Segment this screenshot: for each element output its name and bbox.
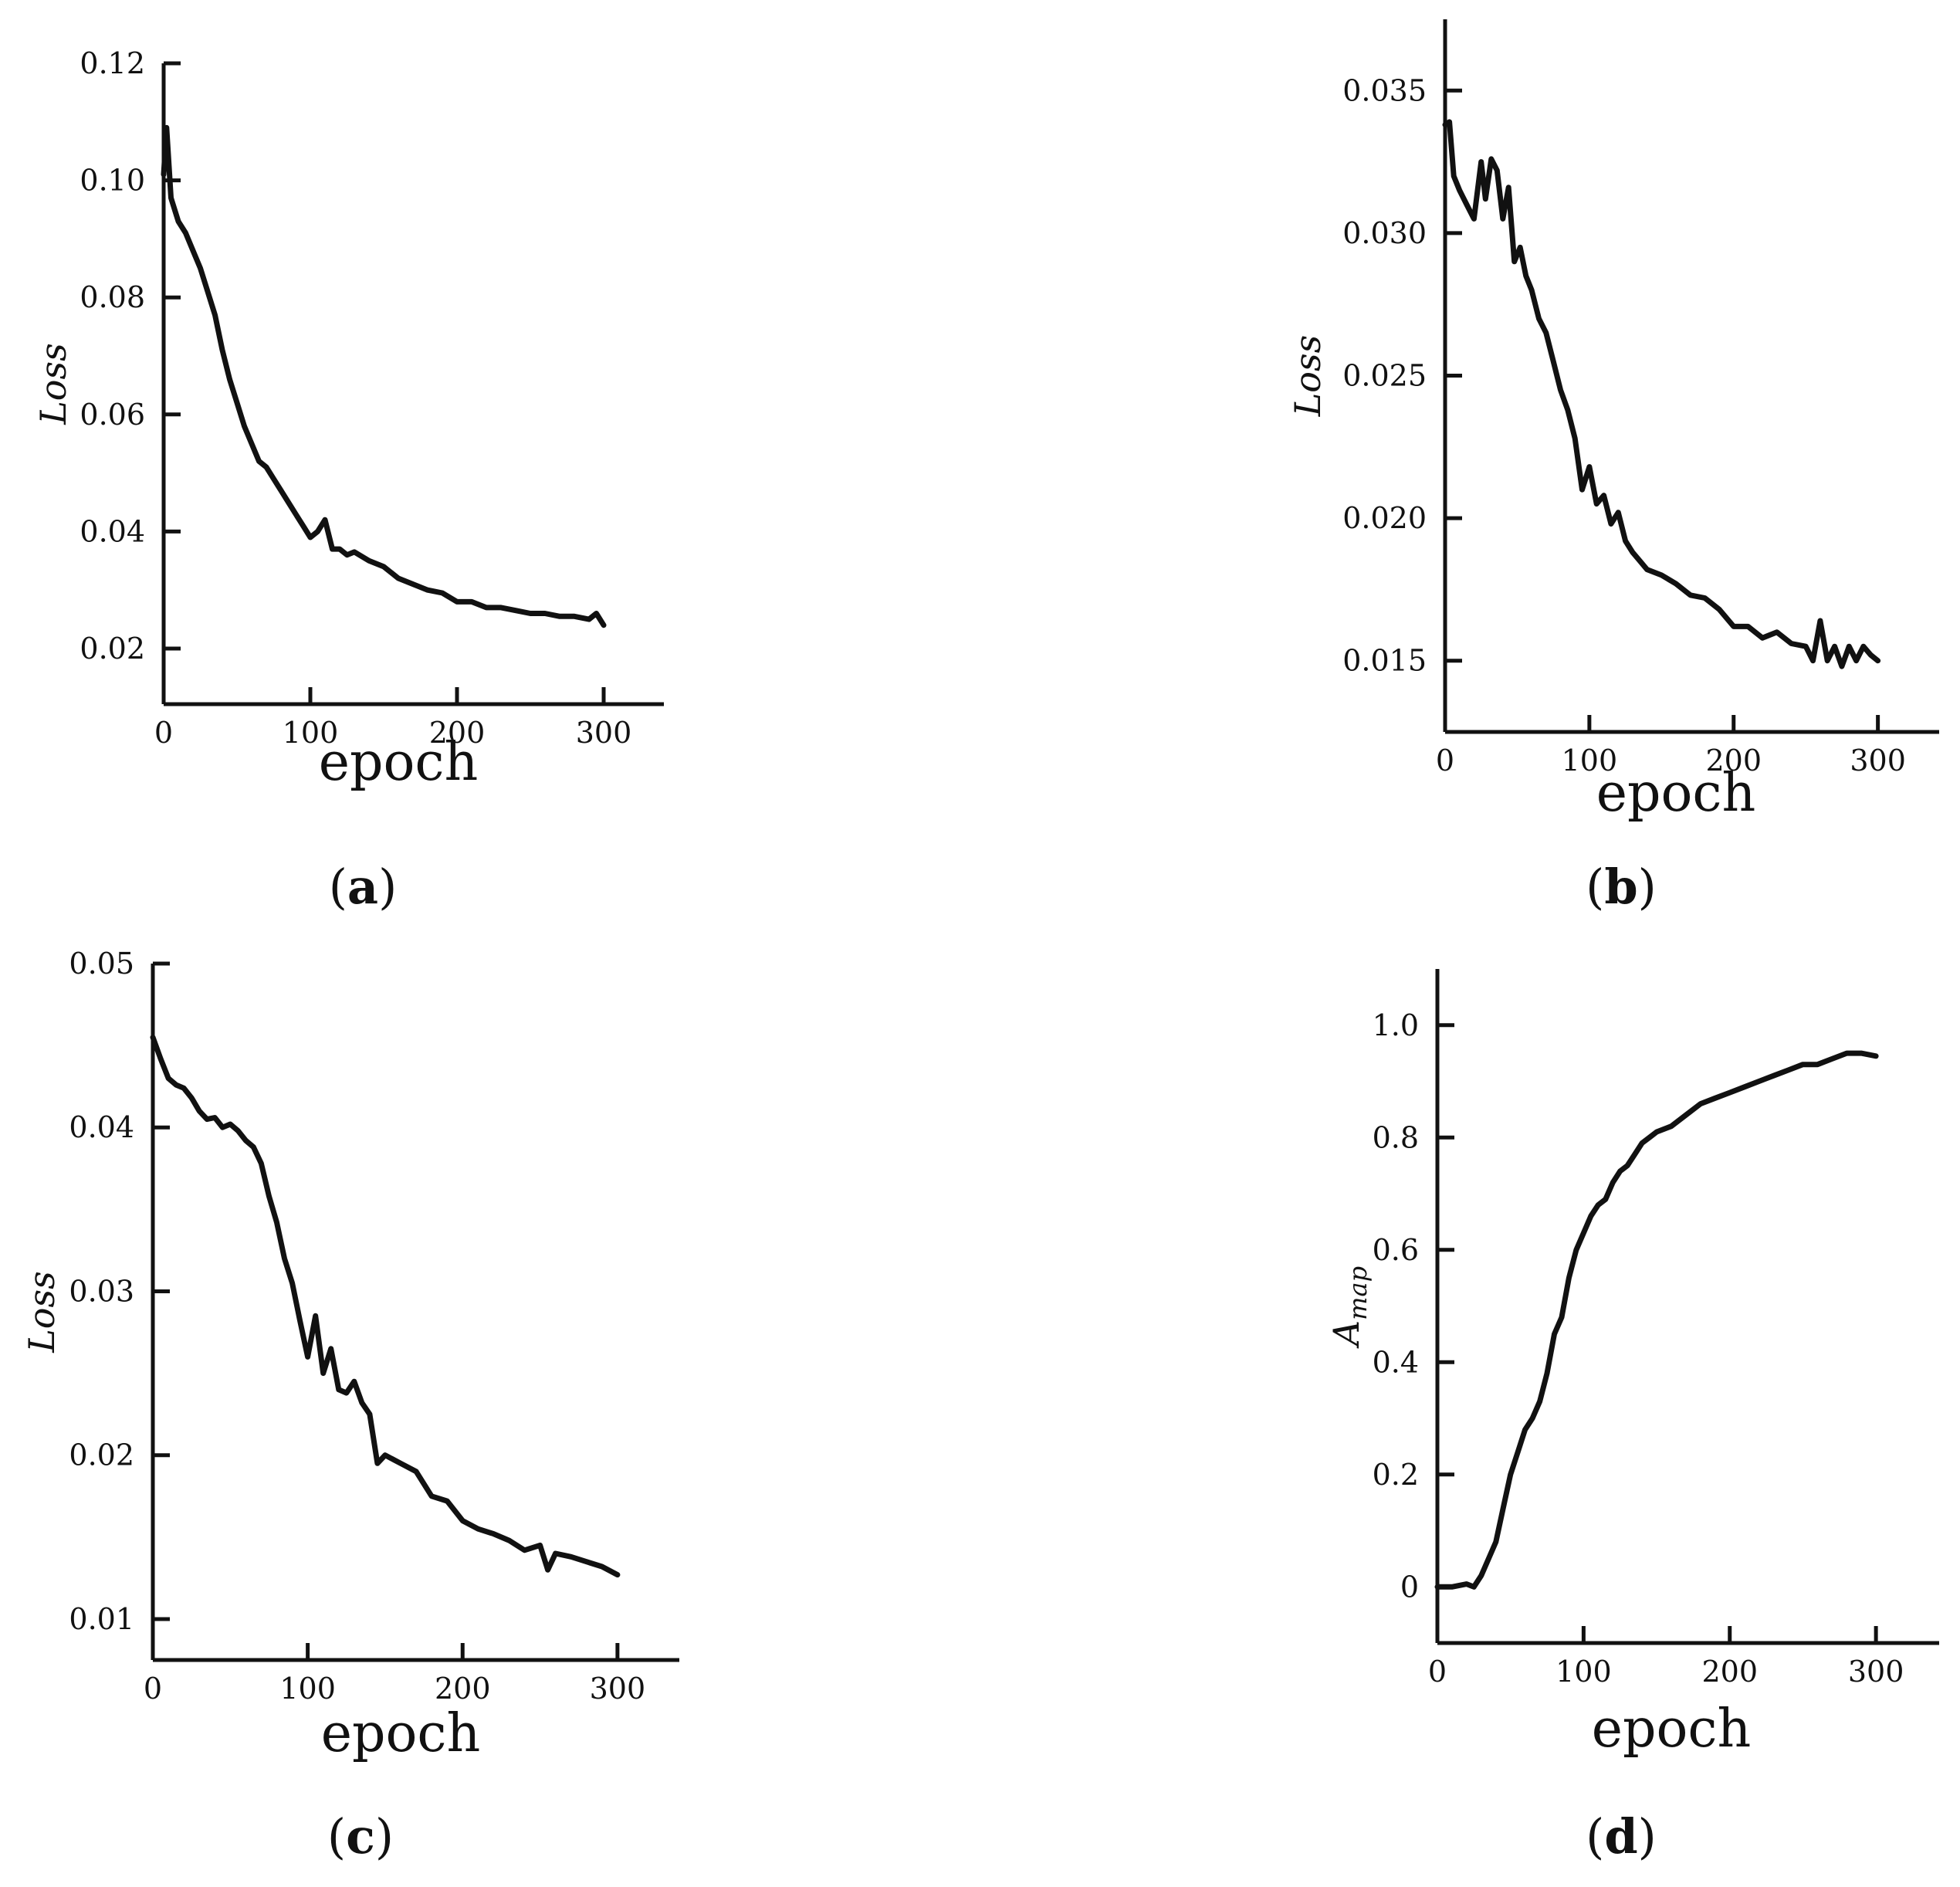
x-tick-label: 300 — [1850, 744, 1906, 777]
y-tick-label: 0.02 — [69, 1438, 134, 1472]
x-tick-label: 0 — [154, 716, 173, 750]
y-tick-label: 0.6 — [1373, 1233, 1419, 1267]
y-tick-label: 0.025 — [1342, 359, 1427, 393]
panel-label: (a) — [329, 859, 398, 915]
y-axis-label-main: Loss — [32, 343, 74, 425]
panel-label-letter: d — [1604, 1808, 1637, 1865]
y-tick-label: 0.2 — [1373, 1458, 1419, 1492]
panel-label: (c) — [327, 1808, 394, 1865]
y-axis-label-main: Loss — [1287, 335, 1329, 417]
y-axis-label-main: A — [1325, 1320, 1367, 1349]
x-tick-label: 0 — [1436, 744, 1454, 777]
y-tick-label: 0.020 — [1342, 501, 1427, 535]
x-tick-label: 200 — [1705, 744, 1762, 777]
panel-label-letter: a — [347, 859, 378, 915]
y-tick-label: 0.10 — [80, 164, 145, 198]
x-axis-label: epoch — [319, 732, 479, 793]
panel-a: 0.02 0.04 0.06 0.08 0.10 0.12 0 100 200 300 epoch L… — [32, 46, 664, 915]
panel-label-letter: c — [346, 1808, 375, 1865]
x-tick-label: 300 — [1848, 1655, 1904, 1689]
y-tick-label: 0.05 — [69, 947, 134, 981]
y-tick-label: 0.035 — [1342, 73, 1427, 107]
x-tick-label: 100 — [1555, 1655, 1612, 1689]
y-axis-label: Loss — [1287, 335, 1329, 417]
y-tick-label: 1.0 — [1373, 1008, 1419, 1042]
x-axis-label: epoch — [1596, 763, 1756, 824]
y-axis-label: Loss — [21, 1271, 63, 1353]
x-axis-label: epoch — [321, 1703, 481, 1764]
x-tick-label: 0 — [144, 1672, 162, 1706]
x-tick-label: 300 — [590, 1672, 646, 1706]
y-tick-label: 0.04 — [80, 514, 145, 548]
x-tick-label: 300 — [576, 716, 632, 750]
y-tick-label: 0.015 — [1342, 644, 1427, 678]
y-tick-label: 0.04 — [69, 1110, 134, 1144]
y-tick-label: 0.4 — [1373, 1345, 1419, 1379]
y-tick-label: 0.06 — [80, 398, 145, 432]
y-tick-label: 0.08 — [80, 280, 145, 314]
panel-label: (d) — [1586, 1808, 1657, 1865]
y-tick-label: 0.01 — [69, 1602, 134, 1636]
x-tick-label: 100 — [279, 1672, 336, 1706]
series-line-a — [161, 124, 607, 628]
y-axis-label-main: Loss — [21, 1271, 63, 1353]
panel-label: (b) — [1586, 859, 1657, 915]
y-tick-label: 0.12 — [80, 46, 145, 80]
panel-c: 0.01 0.02 0.03 0.04 0.05 0 100 200 300 epoch Loss (… — [21, 947, 679, 1865]
x-tick-label: 200 — [429, 716, 486, 750]
y-tick-label: 0 — [1400, 1570, 1419, 1604]
series-line-d — [1434, 1050, 1879, 1590]
y-tick-label: 0.02 — [80, 632, 145, 666]
panel-b: 0.015 0.020 0.025 0.030 0.035 0 100 200 300 epoch… — [1287, 19, 1939, 915]
y-axis-label: Amap — [1325, 1266, 1373, 1349]
series-line-b — [1442, 119, 1881, 669]
y-tick-label: 0.8 — [1373, 1120, 1419, 1154]
x-tick-label: 100 — [283, 716, 339, 750]
panel-d: 0 0.2 0.4 0.6 0.8 1.0 0 100 200 300 epoch Amap (d) — [1325, 969, 1939, 1865]
y-tick-label: 0.03 — [69, 1274, 134, 1308]
y-axis-label-subscript: map — [1343, 1266, 1373, 1320]
x-axis-label: epoch — [1592, 1699, 1752, 1760]
x-tick-label: 200 — [1701, 1655, 1758, 1689]
x-tick-label: 0 — [1428, 1655, 1447, 1689]
x-tick-label: 100 — [1562, 744, 1618, 777]
y-tick-label: 0.030 — [1342, 216, 1427, 250]
x-tick-label: 200 — [435, 1672, 491, 1706]
series-line-c — [150, 1035, 621, 1578]
y-axis-label: Loss — [32, 343, 74, 425]
panel-label-letter: b — [1604, 859, 1637, 915]
